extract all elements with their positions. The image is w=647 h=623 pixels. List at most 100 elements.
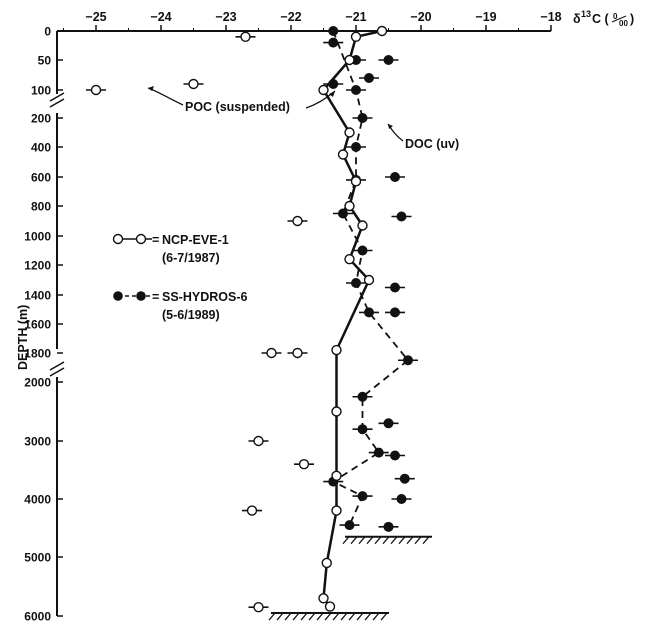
x-tick-label: −18 — [540, 10, 561, 24]
ss-hydros-6-point — [364, 307, 374, 318]
ncp-eve-1-point — [337, 149, 349, 160]
seafloor-hatch — [308, 612, 316, 621]
poc-point — [253, 601, 264, 613]
x-axis-unit-slash — [611, 15, 627, 23]
seafloor-hatch — [316, 612, 324, 621]
ss-hydros-6-point — [357, 424, 368, 435]
y-axis-break-mark — [49, 361, 65, 371]
legend-equals-ss: = — [152, 290, 159, 304]
y-tick-label: 5000 — [24, 551, 51, 565]
x-axis-unit-den: 00 — [619, 19, 628, 28]
poc-point — [253, 435, 264, 447]
y-tick-label: 100 — [31, 84, 51, 98]
ss-hydros-6-point — [390, 172, 400, 182]
ncp-eve-1-point — [331, 344, 342, 356]
ss-hydros-6-point — [390, 307, 400, 318]
poc-point — [90, 84, 102, 96]
poc-point — [188, 78, 199, 90]
y-axis-break-mark — [49, 98, 65, 108]
x-axis-title-close: ) — [630, 12, 634, 26]
ncp-eve-1-profile-line — [322, 29, 383, 608]
legend-equals-ncp: = — [152, 233, 159, 247]
y-axis-break-mark — [49, 92, 65, 102]
ncp-eve-1-point — [376, 25, 388, 37]
y-tick-label: 50 — [38, 54, 52, 68]
y-tick-label: 1400 — [24, 289, 51, 303]
ncp-eve-1-point — [344, 254, 355, 265]
ncp-eve-1-point — [318, 84, 329, 96]
seafloor-hatch — [382, 536, 390, 545]
seafloor-hatch — [342, 536, 350, 545]
y-tick-label: 1000 — [24, 230, 51, 244]
ncp-eve-1-point — [344, 127, 355, 138]
x-tick-label: −22 — [280, 10, 301, 24]
seafloor-hatch — [348, 612, 356, 621]
x-axis-title-c: C ( — [592, 12, 610, 26]
y-axis-break-mark — [49, 367, 65, 377]
ss-hydros-6-point — [396, 211, 407, 222]
poc-arrowhead-right — [329, 91, 335, 97]
x-tick-label: −25 — [85, 10, 106, 24]
y-axis-title: DEPTH (m) — [16, 305, 30, 370]
ss-hydros-6-point — [399, 473, 410, 484]
ncp-eve-1-point — [318, 593, 329, 604]
poc-point — [246, 505, 258, 516]
x-tick-label: −23 — [215, 10, 236, 24]
ss-hydros-6-point — [364, 73, 374, 83]
ss-hydros-6-point — [328, 79, 339, 89]
y-tick-label: 4000 — [24, 493, 51, 507]
seafloor-hatch — [268, 612, 276, 621]
seafloor-hatch — [414, 536, 422, 545]
y-tick-label: 2000 — [24, 376, 51, 390]
ss-hydros-6-point — [351, 278, 361, 288]
seafloor-hatch — [356, 612, 364, 621]
ss-hydros-6-point — [357, 391, 368, 402]
seafloor-hatch — [422, 536, 430, 545]
ss-hydros-6-point — [357, 113, 368, 123]
legend-marker-ss-2 — [136, 291, 146, 301]
poc-point — [266, 347, 277, 359]
ncp-eve-1-point — [357, 220, 368, 231]
ss-hydros-6-point — [390, 282, 400, 293]
legend-label-ss: SS-HYDROS-6 — [162, 290, 247, 304]
poc-arrowhead-left — [148, 86, 154, 91]
ss-hydros-6-point — [344, 520, 355, 531]
y-tick-label: 1200 — [24, 259, 51, 273]
x-axis-unit-num: 0 — [613, 12, 618, 21]
y-tick-label: 1600 — [24, 318, 51, 332]
seafloor-hatch — [358, 536, 366, 545]
ss-hydros-6-point — [403, 355, 413, 366]
seafloor-hatch — [374, 536, 382, 545]
ss-hydros-6-point — [357, 245, 368, 256]
poc-arrow-left — [147, 87, 184, 106]
doc-arrowhead — [388, 124, 393, 129]
y-tick-label: 3000 — [24, 435, 51, 449]
ss-hydros-6-point — [351, 85, 361, 95]
poc-annotation-label: POC (suspended) — [185, 100, 290, 114]
legend-marker-ncp-2 — [135, 233, 147, 245]
legend-marker-ss — [113, 291, 123, 301]
ss-hydros-6-point — [396, 494, 407, 504]
seafloor-hatch — [350, 536, 358, 545]
seafloor-hatch — [380, 612, 388, 621]
x-tick-label: −24 — [150, 10, 171, 24]
legend: = NCP-EVE-1 (6-7/1987) = SS-HYDROS-6 (5-… — [112, 233, 247, 322]
ncp-eve-1-point — [344, 200, 355, 212]
ncp-eve-1-point — [363, 274, 375, 286]
x-tick-label: −21 — [345, 10, 366, 24]
y-tick-label: 0 — [44, 25, 51, 39]
ss-hydros-6-profile-line — [331, 30, 410, 526]
x-axis-title-delta: δ — [573, 12, 581, 26]
ncp-eve-1-point — [350, 176, 362, 187]
x-tick-label: −20 — [410, 10, 431, 24]
ss-hydros-6-point — [383, 55, 394, 65]
seafloor-hatch — [292, 612, 300, 621]
poc-point — [298, 459, 310, 470]
seafloor-hatch — [366, 536, 374, 545]
seafloor-hatch — [300, 612, 308, 621]
seafloor-hatch — [372, 612, 380, 621]
poc-point — [292, 347, 303, 359]
ncp-eve-1-point — [344, 54, 355, 66]
poc-point — [240, 31, 251, 42]
